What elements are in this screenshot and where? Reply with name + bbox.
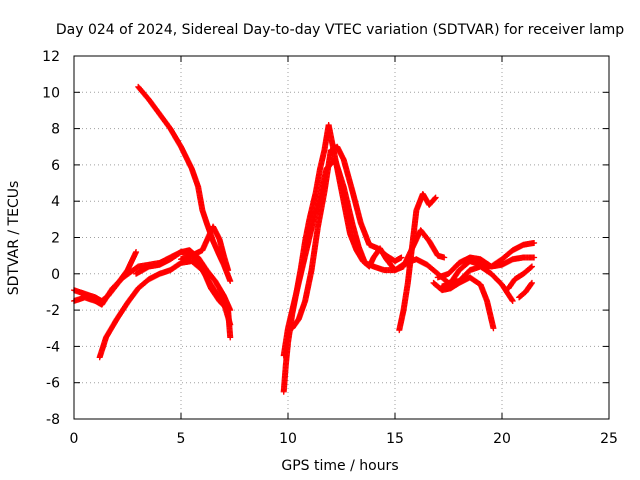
axis-ticks: 0 5 10 15 20 25 -8 -6 -4 -2 0 2 4 6 8 10 12 — [42, 49, 618, 447]
data-point — [225, 267, 232, 274]
series-sat-o — [516, 279, 535, 301]
y-tick-label: -8 — [46, 412, 60, 428]
x-tick-label: 5 — [177, 431, 186, 447]
x-tick-label: 15 — [386, 431, 404, 447]
data-point — [431, 195, 438, 202]
y-axis-label: SDTVAR / TECUs — [6, 181, 22, 296]
data-marks — [71, 83, 538, 395]
data-point — [133, 249, 140, 256]
series-sat-k — [430, 274, 497, 332]
data-point — [528, 264, 535, 271]
series-sat-f — [178, 223, 232, 274]
series-sat-j — [396, 190, 439, 334]
y-tick-label: -2 — [46, 303, 60, 319]
data-point — [441, 254, 448, 261]
data-point — [398, 254, 405, 261]
data-point — [227, 334, 234, 341]
y-tick-label: -6 — [46, 376, 60, 392]
y-tick-label: 12 — [42, 49, 60, 65]
series-sat-c — [96, 258, 234, 361]
y-tick-label: -4 — [46, 339, 60, 355]
data-point — [531, 254, 538, 261]
data-point — [227, 307, 234, 314]
y-tick-label: 2 — [51, 231, 60, 247]
chart-title: Day 024 of 2024, Sidereal Day-to-day VTE… — [56, 22, 624, 38]
data-point — [227, 278, 234, 285]
x-tick-label: 25 — [600, 431, 618, 447]
x-axis-label: GPS time / hours — [281, 458, 398, 474]
y-tick-label: 6 — [51, 158, 60, 174]
data-point — [509, 298, 516, 305]
data-point — [432, 194, 439, 201]
y-tick-label: 8 — [51, 122, 60, 138]
data-point — [531, 239, 538, 246]
grid — [74, 56, 609, 419]
data-point — [490, 325, 497, 332]
y-tick-label: 10 — [42, 85, 60, 101]
data-point — [528, 279, 535, 286]
series-sat-m — [439, 254, 538, 290]
y-tick-label: 4 — [51, 194, 60, 210]
y-tick-label: 0 — [51, 267, 60, 283]
data-point — [528, 263, 535, 270]
series-sat-i — [289, 143, 405, 332]
data-point — [227, 321, 234, 328]
x-tick-label: 20 — [493, 431, 511, 447]
x-tick-label: 10 — [279, 431, 297, 447]
x-tick-label: 0 — [70, 431, 79, 447]
series-sat-n — [505, 263, 535, 292]
